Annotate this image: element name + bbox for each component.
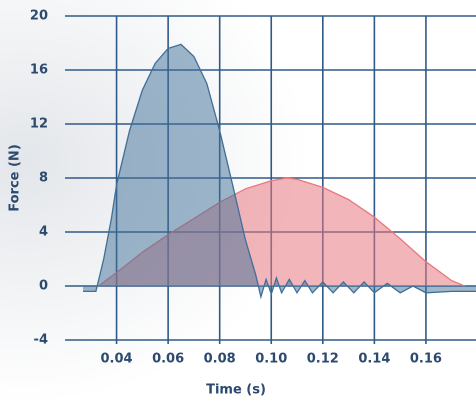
y-tick-label: 16 <box>30 63 48 78</box>
chart: Time (s) Force (N) -4 0 4 8 12 16 20 0.04 0.06 0.… <box>0 0 476 403</box>
y-tick-label: 20 <box>30 9 48 24</box>
y-tick-label: 0 <box>39 279 48 294</box>
x-tick-label: 0.12 <box>307 352 339 367</box>
y-tick-label: 4 <box>39 225 48 240</box>
x-axis-label: Time (s) <box>206 383 266 398</box>
x-tick-label: 0.08 <box>204 352 236 367</box>
x-tick-label: 0.14 <box>358 352 390 367</box>
y-axis-label: Force (N) <box>8 144 23 212</box>
x-tick-label: 0.10 <box>255 352 287 367</box>
y-tick-label: -4 <box>34 333 48 348</box>
y-tick-label: 12 <box>30 117 48 132</box>
x-tick-label: 0.04 <box>101 352 133 367</box>
y-tick-label: 8 <box>39 171 48 186</box>
x-tick-label: 0.06 <box>152 352 184 367</box>
x-tick-label: 0.16 <box>410 352 442 367</box>
